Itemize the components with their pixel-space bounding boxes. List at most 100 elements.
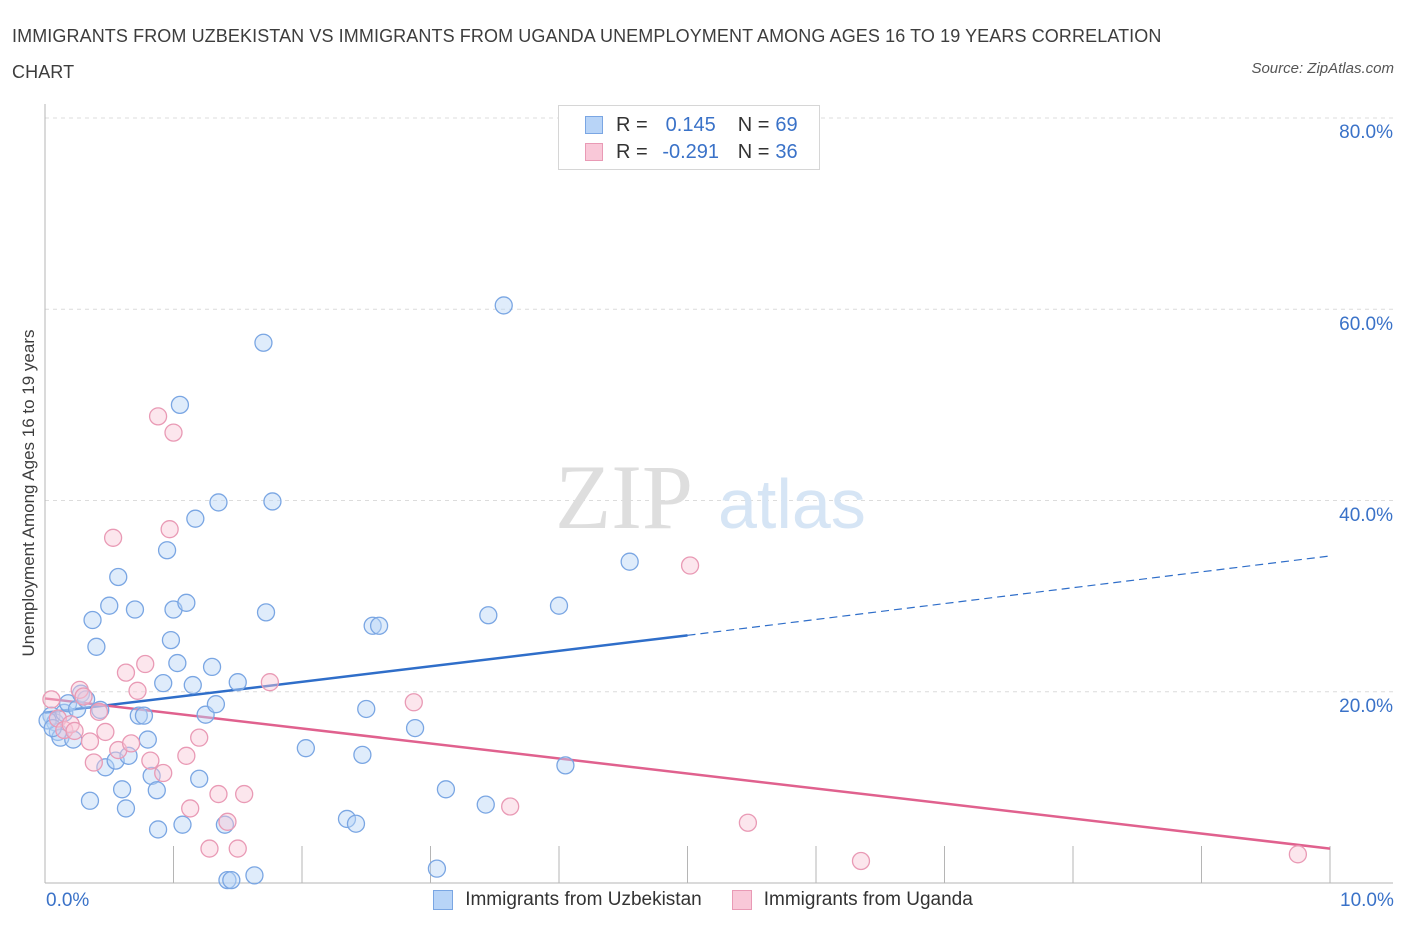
- data-point-series-1: [154, 763, 173, 783]
- data-point-series-1: [209, 784, 228, 804]
- data-point-series-0: [112, 780, 132, 799]
- chart-title: IMMIGRANTS FROM UZBEKISTAN VS IMMIGRANTS…: [12, 26, 1162, 82]
- data-point-series-1: [851, 851, 871, 871]
- data-point-series-1: [160, 520, 179, 539]
- data-point-series-1: [116, 663, 136, 682]
- data-point-series-0: [157, 541, 177, 560]
- legend: Immigrants from Uzbekistan Immigrants fr…: [0, 889, 1406, 911]
- legend-label-uzbekistan: Immigrants from Uzbekistan: [465, 889, 702, 910]
- data-point-series-1: [260, 673, 280, 692]
- data-point-series-1: [96, 722, 115, 742]
- data-point-series-0: [346, 814, 366, 833]
- y-tick-label-20: 20.0%: [1339, 696, 1393, 717]
- data-point-series-1: [121, 734, 141, 753]
- data-point-series-1: [190, 728, 209, 747]
- data-point-series-1: [164, 423, 183, 442]
- data-point-series-0: [173, 815, 192, 834]
- y-tick-label-60: 60.0%: [1339, 314, 1393, 335]
- data-point-series-0: [206, 695, 226, 714]
- data-point-series-1: [80, 732, 100, 751]
- data-point-series-1: [235, 784, 254, 804]
- data-point-series-1: [228, 839, 247, 858]
- stats-swatch-uzbekistan: [585, 116, 603, 134]
- legend-swatch-uzbekistan: [433, 890, 454, 910]
- legend-item-uganda[interactable]: Immigrants from Uganda: [731, 889, 973, 911]
- r-label: R =: [616, 140, 648, 163]
- trend-line-series-0: [44, 634, 688, 715]
- data-point-series-0: [147, 781, 166, 800]
- data-point-series-0: [142, 766, 161, 786]
- data-point-series-1: [218, 812, 237, 831]
- legend-item-uzbekistan[interactable]: Immigrants from Uzbekistan: [433, 889, 702, 911]
- data-point-series-0: [549, 596, 569, 615]
- stats-row-uzbekistan: R = 0.145 N = 69: [585, 111, 798, 139]
- data-point-series-1: [501, 797, 520, 816]
- data-point-series-0: [183, 675, 202, 695]
- data-point-series-1: [136, 654, 155, 674]
- data-point-series-0: [405, 718, 425, 738]
- data-point-series-0: [177, 593, 196, 612]
- n-value-uganda: 36: [775, 140, 798, 163]
- data-point-series-0: [254, 333, 273, 352]
- data-point-series-0: [76, 690, 96, 709]
- legend-swatch-uganda: [731, 890, 752, 910]
- data-point-series-0: [476, 795, 495, 814]
- r-value-uganda: -0.291: [662, 140, 720, 163]
- data-point-series-0: [129, 706, 148, 725]
- data-point-series-0: [83, 610, 102, 630]
- data-point-series-0: [218, 870, 237, 890]
- n-label: N =: [737, 113, 770, 136]
- data-point-series-1: [177, 746, 196, 765]
- data-point-series-0: [100, 596, 119, 615]
- data-point-series-0: [148, 820, 168, 839]
- legend-label-uganda: Immigrants from Uganda: [763, 889, 973, 910]
- data-point-series-1: [680, 556, 700, 575]
- data-point-series-0: [369, 616, 389, 635]
- data-point-series-0: [138, 730, 157, 749]
- data-point-series-0: [222, 870, 241, 890]
- x-tick-label-max: 10.0%: [1340, 890, 1394, 911]
- data-point-series-0: [190, 769, 209, 788]
- data-point-series-0: [263, 492, 282, 511]
- data-point-series-0: [427, 859, 447, 878]
- data-point-series-1: [141, 751, 160, 770]
- y-tick-label-40: 40.0%: [1339, 505, 1393, 526]
- data-point-series-1: [74, 687, 93, 706]
- data-point-series-0: [170, 395, 190, 415]
- stats-swatch-uganda: [585, 143, 603, 161]
- r-value-uzbekistan: 0.145: [665, 113, 716, 136]
- data-point-series-0: [479, 606, 498, 625]
- data-point-series-0: [228, 673, 247, 692]
- data-point-series-0: [168, 653, 187, 673]
- data-point-series-1: [181, 799, 200, 818]
- trend-line-dashed-series-0: [687, 555, 1331, 636]
- watermark: ZIP atlas: [555, 446, 866, 548]
- data-point-series-1: [42, 690, 61, 709]
- data-point-series-0: [363, 616, 382, 635]
- data-point-series-0: [245, 866, 264, 885]
- data-point-series-1: [128, 681, 147, 700]
- data-point-series-0: [256, 603, 276, 622]
- gridlines: [45, 117, 1393, 693]
- data-point-series-0: [80, 791, 100, 810]
- data-point-series-1: [84, 753, 103, 772]
- watermark-zip: ZIP: [555, 446, 693, 548]
- data-point-series-0: [96, 758, 115, 777]
- data-point-series-0: [436, 780, 456, 799]
- data-point-series-0: [186, 509, 205, 528]
- n-value-uzbekistan: 69: [775, 113, 798, 136]
- data-point-series-1: [200, 839, 219, 858]
- trend-lines: [44, 555, 1331, 850]
- axes: [44, 104, 1393, 884]
- data-point-series-0: [209, 493, 228, 512]
- data-point-series-1: [404, 693, 423, 712]
- points-layer: [38, 296, 1308, 890]
- watermark-atlas: atlas: [718, 465, 866, 543]
- data-point-series-0: [202, 657, 222, 677]
- source-label: Source: ZipAtlas.com: [1251, 60, 1394, 77]
- r-label: R =: [616, 113, 648, 136]
- data-point-series-0: [154, 673, 173, 693]
- data-point-series-0: [109, 567, 128, 587]
- x-tick-label-min: 0.0%: [46, 890, 90, 911]
